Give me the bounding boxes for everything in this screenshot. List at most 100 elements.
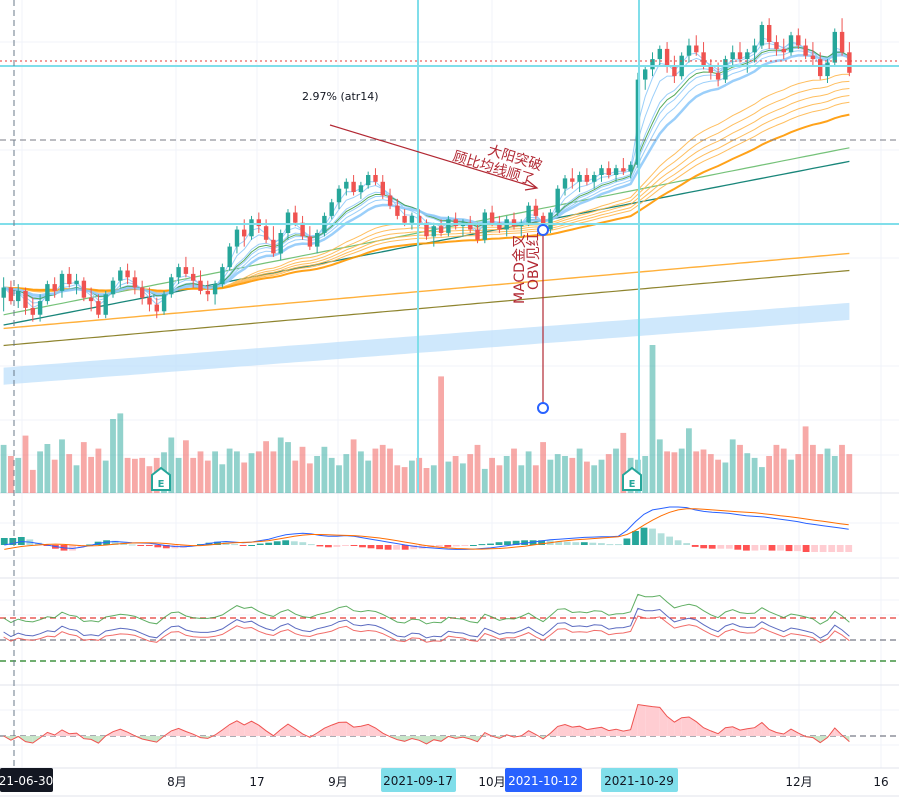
candle-body xyxy=(438,226,444,233)
volume-bar xyxy=(598,459,605,493)
anchor-handle-top[interactable] xyxy=(537,224,549,236)
osc-area-segment xyxy=(754,722,762,736)
osc-area-segment xyxy=(601,727,609,736)
osc-area-segment xyxy=(120,729,128,736)
volume-bar xyxy=(700,449,707,493)
candle-body xyxy=(242,229,247,237)
vertical-line-annotation[interactable]: MACD金叉 OBV见红 xyxy=(512,224,549,414)
earnings-marker-1[interactable]: E xyxy=(151,466,171,491)
rsi-line-green xyxy=(3,593,850,625)
osc-area-segment xyxy=(353,726,361,736)
osc-area-segment xyxy=(732,726,740,736)
candle-body xyxy=(220,267,225,285)
candle-body xyxy=(781,48,786,53)
volume-bar xyxy=(285,442,291,493)
volume-bar xyxy=(219,464,226,493)
candle-body xyxy=(737,52,743,60)
arrow-annotation[interactable]: 大阳突破 顾比均线顺了 xyxy=(329,124,544,191)
osc-area-segment xyxy=(25,736,33,743)
volume-bar xyxy=(737,444,743,493)
volume-bar xyxy=(715,459,721,493)
volume-bar xyxy=(306,463,313,493)
x-tick-label: 9月 xyxy=(328,775,348,789)
candle-body xyxy=(599,168,604,175)
x-axis[interactable]: 8月 17 9月 10月 12月 16 21-06-30 2021-09-17 … xyxy=(0,767,899,797)
osc-area-segment xyxy=(331,722,339,736)
osc-area-segment xyxy=(703,727,711,736)
macd-histogram-bar xyxy=(649,528,656,545)
earnings-marker-1-label: E xyxy=(158,479,165,490)
volume-bars xyxy=(0,345,853,494)
guppy-long-ma xyxy=(3,88,850,293)
macd-histogram-bar xyxy=(248,545,255,546)
volume-bar xyxy=(649,345,656,493)
candle-body xyxy=(103,294,108,315)
macd-histogram-bar xyxy=(69,545,76,551)
candle-body xyxy=(336,188,342,203)
candle-body xyxy=(613,168,619,175)
svg-text:2021-09-17: 2021-09-17 xyxy=(383,774,453,788)
volume-bar xyxy=(642,456,649,493)
macd-histogram-bar xyxy=(393,545,400,550)
signal-line xyxy=(4,508,849,550)
osc-area-segment xyxy=(696,721,704,736)
candle-body xyxy=(278,233,283,254)
osc-area-segment xyxy=(791,729,799,736)
candle-body xyxy=(650,59,655,70)
volume-bar xyxy=(110,419,116,493)
vertical-text-line1: MACD金叉 xyxy=(512,234,528,304)
candle-body xyxy=(74,280,79,285)
volume-bar xyxy=(365,460,372,493)
osc-area-segment xyxy=(244,721,252,736)
volume-bar xyxy=(729,439,736,493)
volume-bar xyxy=(255,451,262,493)
macd-histogram-bar xyxy=(717,545,725,549)
osc-area-segment xyxy=(681,717,689,736)
candle-body xyxy=(533,205,539,216)
candles xyxy=(1,18,852,322)
volume-bar xyxy=(299,446,306,494)
moving-average-lines xyxy=(3,37,850,347)
volume-bar xyxy=(620,432,627,493)
osc-area-segment xyxy=(689,717,697,736)
candle-body xyxy=(373,175,378,182)
macd-histogram-bar xyxy=(384,545,392,550)
volume-bar xyxy=(430,465,437,494)
volume-bar xyxy=(445,461,452,493)
candle-body xyxy=(249,219,254,237)
candle-body xyxy=(767,25,772,42)
volume-bar xyxy=(124,457,131,493)
rsi-line-blue xyxy=(3,607,850,639)
osc-area-segment xyxy=(251,721,259,736)
volume-bar xyxy=(744,453,751,493)
candle-body xyxy=(592,175,597,182)
volume-bar xyxy=(707,454,714,493)
candle-body xyxy=(351,181,356,192)
candle-body xyxy=(526,205,531,223)
macd-histogram-bar xyxy=(785,545,793,552)
candle-body xyxy=(730,52,735,60)
volume-bar xyxy=(693,451,700,493)
candle-body xyxy=(570,178,575,182)
macd-histogram-bar xyxy=(743,545,750,551)
date-badge-2021-10-29: 2021-10-29 xyxy=(601,768,678,792)
candle-body xyxy=(387,195,393,206)
osc-area-segment xyxy=(565,724,573,736)
candle-body xyxy=(468,222,473,230)
volume-bar xyxy=(824,448,831,493)
macd-histogram-bar xyxy=(325,545,332,548)
candle-body xyxy=(198,280,203,291)
macd-pane xyxy=(0,506,853,552)
macd-histogram-bar xyxy=(86,544,93,546)
macd-histogram-bar xyxy=(435,545,443,547)
candle-body xyxy=(446,219,451,233)
volume-bar xyxy=(496,465,503,494)
candle-body xyxy=(832,31,837,63)
volume-bar xyxy=(212,451,218,493)
earnings-marker-2[interactable]: E xyxy=(622,466,642,491)
anchor-handle-bottom[interactable] xyxy=(537,402,549,414)
osc-area-segment xyxy=(113,729,121,736)
candle-body xyxy=(708,65,713,73)
